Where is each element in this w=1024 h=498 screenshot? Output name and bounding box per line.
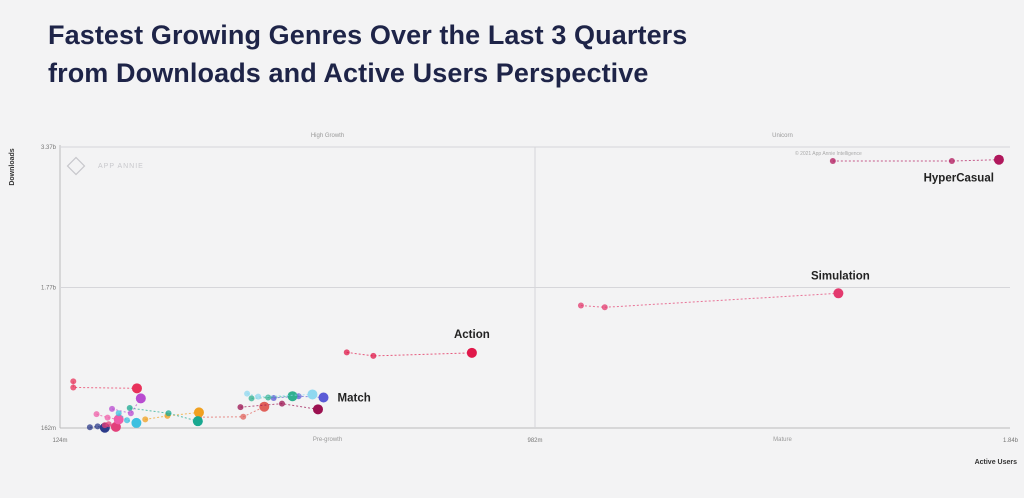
- app-annie-logo: [66, 156, 86, 176]
- series-connector: [198, 406, 265, 418]
- data-point: [312, 404, 323, 415]
- data-point: [192, 416, 203, 427]
- data-point: [240, 413, 247, 420]
- data-point: [135, 393, 146, 404]
- y-tick-label: 3.37b: [41, 145, 57, 151]
- data-point: [255, 393, 262, 400]
- data-point: [131, 417, 142, 428]
- point-label-simulation: Simulation: [811, 270, 870, 282]
- data-point: [109, 405, 116, 412]
- series-unlabeled-12: [109, 393, 146, 417]
- series-connector: [346, 351, 472, 357]
- series-unlabeled-6: [237, 400, 323, 415]
- copyright-text: © 2021 App Annie Intelligence: [795, 150, 862, 157]
- series-connector: [145, 411, 200, 420]
- point-label-match: Match: [338, 393, 371, 405]
- series-connector: [129, 407, 198, 422]
- data-point: [93, 411, 100, 418]
- data-point: [165, 410, 172, 417]
- app-annie-logo-icon: [66, 156, 86, 176]
- series-connector: [832, 159, 999, 162]
- data-point: [70, 384, 77, 391]
- x-tick-label: 124m: [52, 438, 67, 444]
- data-point: [142, 416, 149, 423]
- x-axis-label: Active Users: [975, 459, 1018, 466]
- series-unlabeled-14: [115, 410, 142, 428]
- y-axis-label: Downloads: [9, 148, 16, 185]
- chart-grid: [59, 145, 1010, 429]
- data-point: [237, 404, 244, 411]
- data-point: [126, 405, 133, 412]
- data-point: [244, 390, 251, 397]
- point-label-hypercasual: HyperCasual: [924, 173, 994, 185]
- chart-title: Fastest Growing Genres Over the Last 3 Q…: [48, 16, 687, 92]
- data-point: [115, 410, 122, 417]
- data-point: [948, 158, 955, 165]
- data-point: [833, 288, 844, 299]
- series-unlabeled-4: [70, 378, 142, 394]
- data-point: [318, 392, 329, 403]
- quadrant-label-high-growth: High Growth: [311, 133, 344, 139]
- data-point: [113, 414, 124, 425]
- data-point: [370, 352, 377, 359]
- data-point: [104, 414, 111, 421]
- data-point: [307, 389, 318, 400]
- series-hypercasual: HyperCasual: [829, 154, 1004, 185]
- series-unlabeled-5: [195, 401, 270, 421]
- data-point: [70, 378, 77, 385]
- watermark-text: APP ANNIE: [98, 163, 144, 170]
- series-connector: [72, 381, 137, 389]
- data-point: [127, 410, 134, 417]
- x-tick-label: 1.84b: [1003, 438, 1019, 444]
- y-tick-label: 1.77b: [41, 286, 57, 292]
- series-match: Match: [270, 392, 371, 405]
- data-point: [287, 391, 298, 402]
- series-simulation: Simulation: [577, 270, 870, 311]
- title-line-2: from Downloads and Active Users Perspect…: [48, 58, 649, 88]
- data-point: [577, 302, 584, 309]
- series-unlabeled-9: [126, 405, 203, 427]
- series-connector: [580, 292, 839, 308]
- quadrant-label-pre-growth: Pre-growth: [313, 437, 342, 443]
- data-point: [466, 347, 477, 358]
- y-tick-label: 162m: [41, 426, 56, 432]
- point-label-action: Action: [454, 329, 490, 341]
- series-unlabeled-13: [93, 411, 124, 425]
- quadrant-label-unicorn: Unicorn: [772, 133, 793, 139]
- data-point: [193, 407, 204, 418]
- data-point: [123, 417, 130, 424]
- data-point: [265, 394, 272, 401]
- title-line-1: Fastest Growing Genres Over the Last 3 Q…: [48, 20, 688, 50]
- data-point: [829, 158, 836, 165]
- chart-text: 162m 1.77b 3.37b 124m 982m 1.84b Downloads Acti…: [9, 133, 1019, 466]
- data-point: [993, 154, 1004, 165]
- data-point: [343, 349, 350, 356]
- x-tick-label: 982m: [527, 438, 542, 444]
- data-point: [105, 421, 112, 428]
- chart-marks: HyperCasual Simulation Action Match: [70, 154, 1004, 433]
- data-point: [259, 401, 270, 412]
- series-action: Action: [343, 329, 490, 359]
- series-unlabeled-15: [244, 389, 318, 400]
- data-point: [278, 400, 285, 407]
- quadrant-label-mature: Mature: [773, 437, 792, 443]
- data-point: [131, 383, 142, 394]
- data-point: [248, 395, 255, 402]
- data-point: [86, 424, 93, 431]
- data-point: [94, 423, 101, 430]
- data-point: [601, 304, 608, 311]
